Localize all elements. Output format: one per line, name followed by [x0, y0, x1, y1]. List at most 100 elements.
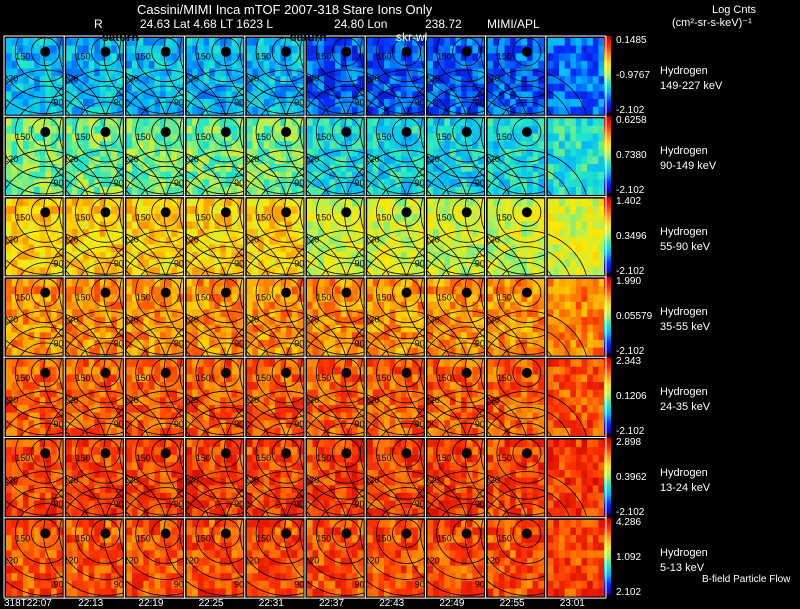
- time-tick: 22:13: [78, 598, 104, 609]
- cell-3-9: [547, 278, 605, 356]
- contour-label: 120: [304, 395, 319, 405]
- contour-label: 90: [415, 339, 425, 349]
- contour-label: 90: [415, 178, 425, 188]
- contour-label: 90: [234, 419, 244, 429]
- colorbar-0: [604, 36, 611, 113]
- contour-label: 150: [377, 373, 392, 383]
- contour-label: 90: [355, 98, 365, 108]
- contour-label: 90: [475, 580, 485, 590]
- species-label: Hydrogen: [660, 65, 708, 77]
- cell-6-2: 150 120 90: [103, 471, 229, 597]
- contour-label: 150: [497, 534, 512, 544]
- cell-2-9: [547, 198, 605, 276]
- contour-label: 150: [437, 52, 452, 62]
- contour-label: 90: [475, 419, 485, 429]
- contour-label: 90: [54, 98, 64, 108]
- energy-label: 24-35 keV: [660, 401, 711, 414]
- contour-label: 120: [304, 556, 319, 566]
- cell-1-9: [547, 118, 605, 195]
- contour-label: 120: [64, 234, 79, 244]
- contour-label: 150: [15, 373, 30, 383]
- contour-label: 150: [256, 534, 271, 544]
- cell-1-3: 150 120 90: [163, 69, 289, 195]
- contour-label: 90: [294, 419, 304, 429]
- contour-label: 120: [485, 315, 500, 325]
- contour-label: 120: [485, 234, 500, 244]
- contour-label: 120: [365, 475, 380, 485]
- contour-label: 90: [174, 419, 184, 429]
- colorbar-max: 2.343: [616, 356, 642, 368]
- contour-label: 150: [136, 132, 151, 142]
- colorbar-min: 2.102: [616, 586, 642, 598]
- species-label: Hydrogen: [660, 145, 708, 158]
- contour-label: 90: [415, 580, 425, 590]
- contour-label: 90: [54, 339, 64, 349]
- cell-0-9: [547, 38, 605, 115]
- contour-label: 120: [64, 556, 79, 566]
- contour-label: 150: [76, 132, 91, 142]
- cell-6-3: 150 120 90: [163, 471, 289, 597]
- contour-label: 120: [425, 154, 440, 164]
- contour-label: 120: [304, 315, 319, 325]
- contour-label: 120: [244, 234, 259, 244]
- energy-label: 5-13 keV: [660, 561, 705, 574]
- contour-label: 90: [475, 258, 485, 268]
- contour-label: 90: [174, 98, 184, 108]
- contour-label: 150: [497, 52, 512, 62]
- contour-label: 120: [3, 475, 18, 485]
- cell-6-4: 150 120 90: [223, 471, 349, 597]
- contour-label: 90: [294, 98, 304, 108]
- contour-label: 120: [184, 234, 199, 244]
- contour-label: 120: [485, 74, 500, 84]
- colorbar-max: 2.898: [616, 436, 642, 448]
- contour-label: 120: [244, 556, 259, 566]
- contour-label: 150: [256, 212, 271, 222]
- cell-4-2: 150 120 90: [103, 310, 229, 436]
- cell-2-4: 150 120 90: [223, 149, 349, 276]
- contour-label: 90: [234, 178, 244, 188]
- time-tick: 318T22:07: [4, 598, 52, 609]
- contour-label: 150: [497, 453, 512, 463]
- colorbar-mid: 1.092: [616, 551, 642, 563]
- time-tick: 22:55: [499, 598, 525, 609]
- time-tick: 22:43: [379, 598, 405, 609]
- contour-label: 90: [415, 499, 425, 509]
- contour-label: 90: [475, 499, 485, 509]
- cell-3-0: 150 120 90: [0, 230, 108, 356]
- contour-label: 90: [114, 98, 124, 108]
- contour-label: 120: [365, 315, 380, 325]
- time-tick: 22:25: [198, 598, 224, 609]
- cell-6-1: 150 120 90: [43, 471, 168, 597]
- contour-label: 120: [184, 475, 199, 485]
- cell-2-7: 150 120 90: [404, 149, 530, 276]
- contour-label: 90: [114, 258, 124, 268]
- energy-label: 149-227 keV: [660, 80, 723, 92]
- contour-label: 120: [184, 395, 199, 405]
- cell-5-9: [547, 439, 605, 517]
- colorbar-max: 1.990: [616, 275, 642, 287]
- contour-label: 150: [256, 132, 271, 142]
- contour-label: 150: [316, 212, 331, 222]
- contour-label: 120: [425, 475, 440, 485]
- colorbar-2: [604, 196, 611, 274]
- contour-label: 120: [184, 154, 199, 164]
- contour-label: 120: [365, 234, 380, 244]
- contour-label: 120: [124, 395, 139, 405]
- cell-4-8: 150 120 90: [464, 310, 590, 436]
- cell-5-6: 150 120 90: [344, 390, 469, 517]
- contour-label: 150: [377, 293, 392, 303]
- contour-label: 90: [174, 339, 184, 349]
- contour-label: 90: [234, 258, 244, 268]
- contour-label: 120: [365, 395, 380, 405]
- contour-label: 150: [136, 453, 151, 463]
- contour-label: 150: [497, 373, 512, 383]
- contour-label: 150: [377, 453, 392, 463]
- cell-3-8: 150 120 90: [464, 230, 590, 356]
- contour-label: 120: [124, 234, 139, 244]
- contour-label: 150: [316, 132, 331, 142]
- contour-label: 90: [355, 580, 365, 590]
- colorbar-mid: 0.7380: [616, 150, 647, 162]
- contour-label: 120: [244, 154, 259, 164]
- contour-label: 150: [15, 293, 30, 303]
- colorbar-min: -2.102: [616, 105, 645, 116]
